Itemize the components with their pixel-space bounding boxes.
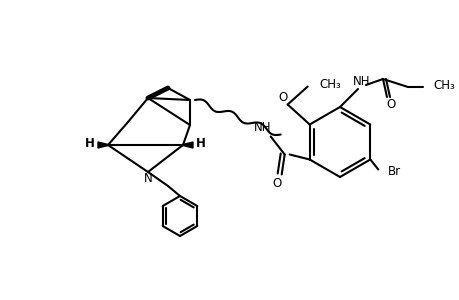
Text: O: O: [271, 177, 281, 190]
Text: O: O: [386, 98, 395, 110]
Text: H: H: [196, 136, 206, 149]
Text: NH: NH: [253, 121, 271, 134]
Polygon shape: [180, 142, 193, 148]
Text: H: H: [85, 136, 95, 149]
Text: O: O: [277, 91, 287, 104]
Text: CH₃: CH₃: [432, 79, 454, 92]
Text: N: N: [143, 172, 152, 185]
Text: CH₃: CH₃: [319, 78, 341, 91]
Polygon shape: [98, 142, 110, 148]
Text: NH: NH: [353, 74, 370, 88]
Text: Br: Br: [387, 165, 401, 178]
